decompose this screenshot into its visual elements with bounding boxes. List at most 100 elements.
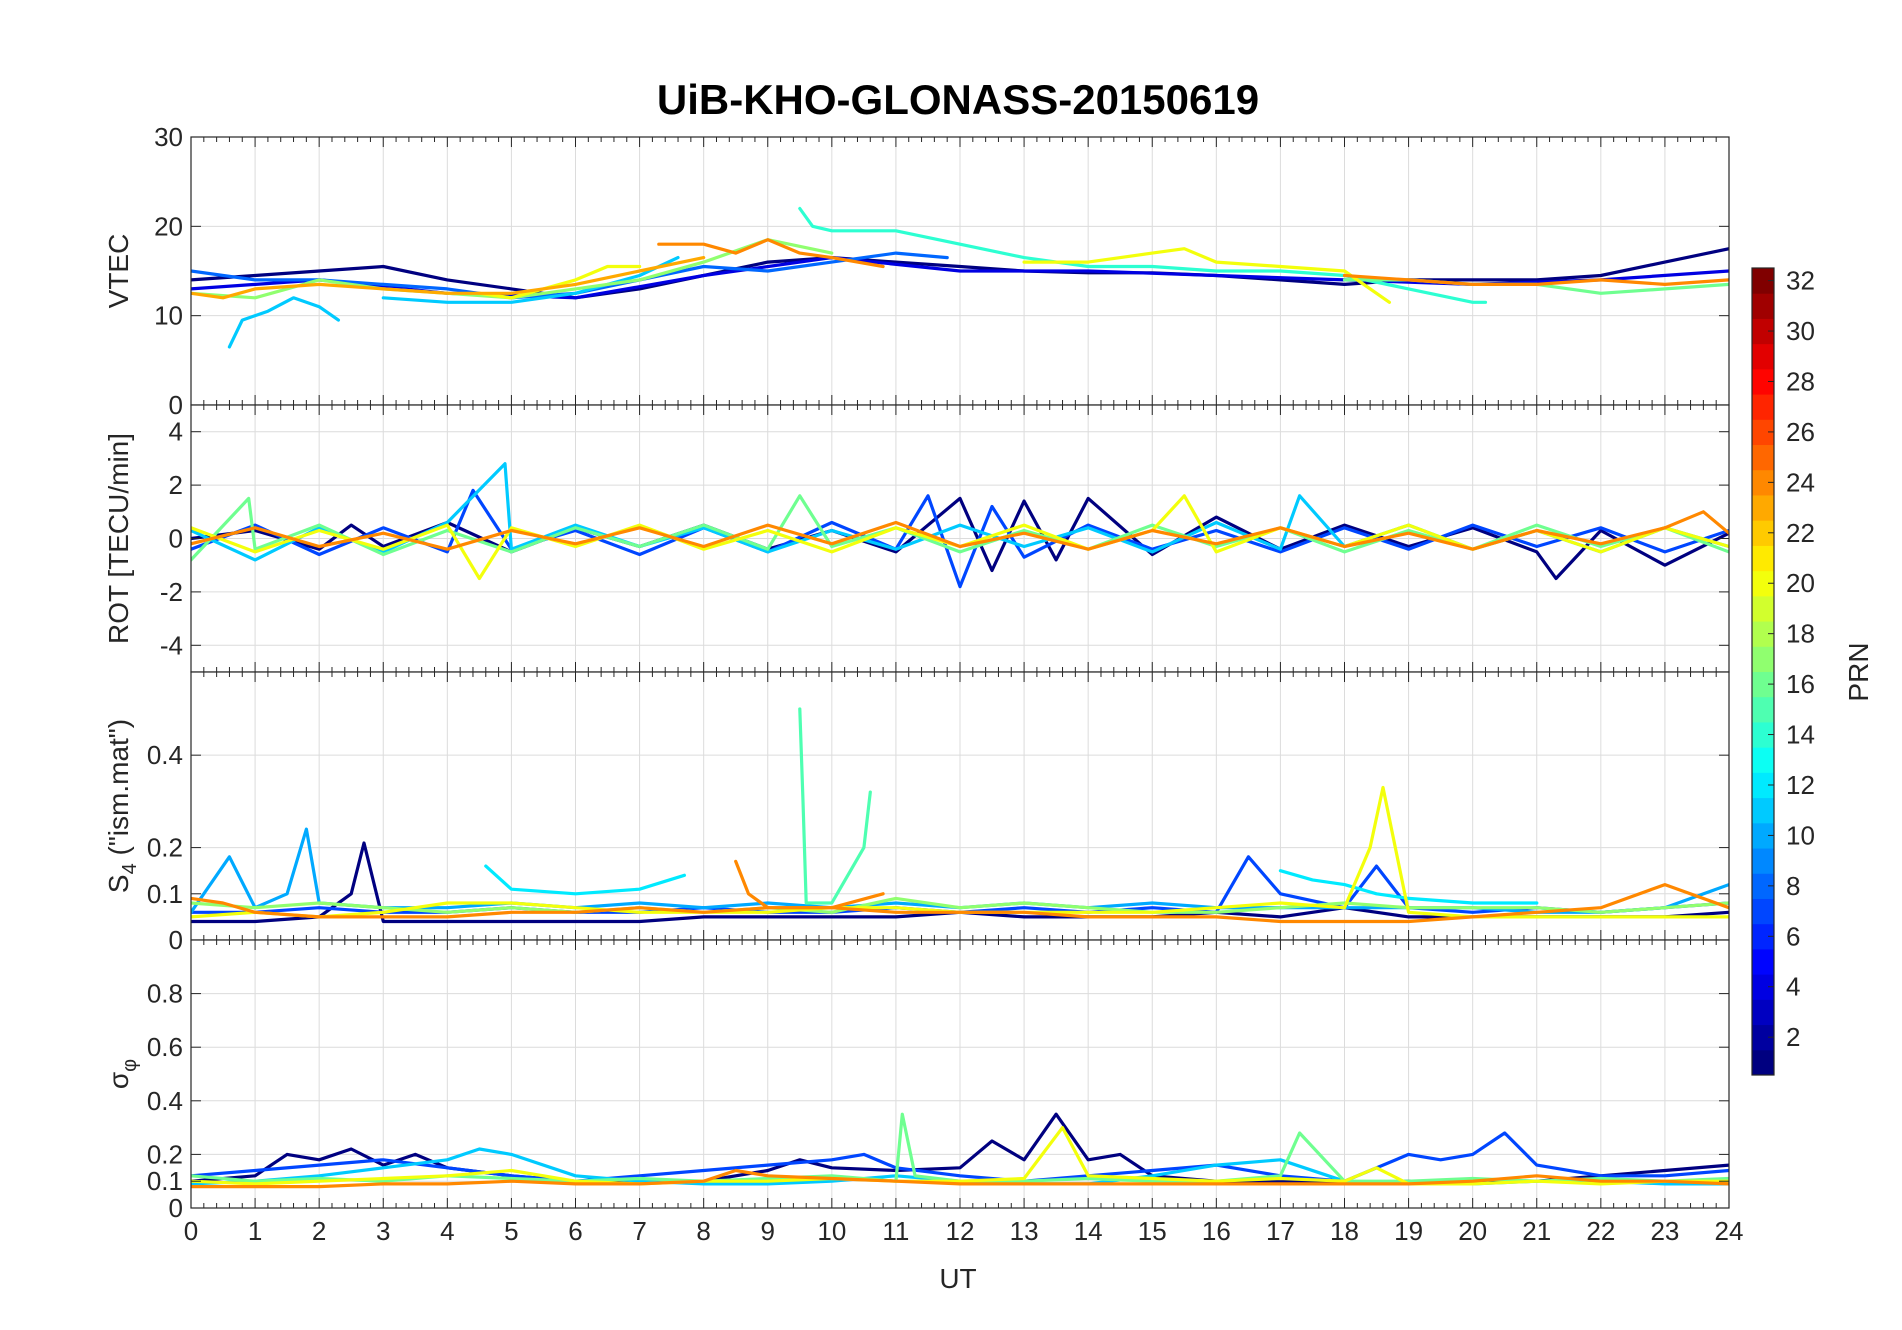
- colorbar-swatch: [1752, 822, 1774, 849]
- series-line-prn-23: [191, 256, 706, 300]
- colorbar-swatch: [1752, 621, 1774, 647]
- x-tick-label: 14: [1074, 1216, 1103, 1246]
- x-tick-label: 13: [1010, 1216, 1039, 1246]
- colorbar-swatch: [1752, 469, 1774, 496]
- series-line-prn-1: [191, 496, 1729, 581]
- series-group: [191, 707, 1729, 924]
- x-tick-label: 8: [696, 1216, 710, 1246]
- x-tick-label: 17: [1266, 1216, 1295, 1246]
- series-line-prn-16: [191, 1112, 1729, 1183]
- colorbar-swatch: [1752, 721, 1774, 748]
- series-line-prn-24: [191, 882, 1729, 924]
- y-tick-label: 0.1: [147, 1166, 183, 1196]
- colorbar-swatch: [1752, 772, 1774, 799]
- colorbar-tick-label: 10: [1786, 820, 1815, 850]
- y-tick-label: 0: [169, 925, 183, 955]
- colorbar-frame: [1751, 267, 1775, 1076]
- x-tick-label: 1: [248, 1216, 262, 1246]
- colorbar-tick-label: 4: [1786, 972, 1800, 1002]
- y-tick-label: -2: [160, 577, 183, 607]
- x-tick-label: 18: [1330, 1216, 1359, 1246]
- y-tick-label: 4: [169, 417, 183, 447]
- series-line-prn-12: [1278, 869, 1539, 905]
- panel-vtec: 0 10 20 30 VTEC: [103, 122, 1730, 420]
- colorbar-swatch: [1752, 1024, 1774, 1051]
- y-tick-label: 0.8: [147, 979, 183, 1009]
- y-tick-label: -4: [160, 630, 183, 660]
- colorbar-tick-label: 16: [1786, 669, 1815, 699]
- colorbar-tick-label: 8: [1786, 871, 1800, 901]
- colorbar-tick-label: 30: [1786, 316, 1815, 346]
- series-line-prn-14: [798, 206, 1488, 304]
- series-group: [191, 1112, 1729, 1189]
- colorbar-swatch: [1752, 974, 1774, 1000]
- y-axis-label-rot: ROT [TECU/min]: [103, 433, 134, 644]
- y-tick-label: 20: [154, 211, 183, 241]
- series-line-prn-11: [381, 256, 680, 304]
- colorbar-tick-label: 20: [1786, 568, 1815, 598]
- colorbar-swatch: [1752, 923, 1774, 950]
- series-line-prn-24: [191, 510, 1729, 551]
- colorbar-swatch: [1752, 419, 1774, 446]
- colorbar-swatch: [1752, 545, 1774, 572]
- y-tick-label: 2: [169, 470, 183, 500]
- x-tick-label: 15: [1138, 1216, 1167, 1246]
- colorbar-swatch: [1752, 948, 1774, 975]
- x-tick-label: 19: [1394, 1216, 1423, 1246]
- x-tick-label: 12: [946, 1216, 975, 1246]
- y-tick-label: 0: [169, 390, 183, 420]
- colorbar-swatch: [1752, 494, 1774, 521]
- colorbar-swatch: [1752, 898, 1774, 925]
- y-tick-label: 0.4: [147, 740, 183, 770]
- series-line-prn-15: [798, 707, 872, 905]
- y-tick-label: 0.2: [147, 1139, 183, 1169]
- x-tick-label: 4: [440, 1216, 454, 1246]
- x-tick-label: 16: [1202, 1216, 1231, 1246]
- y-axis-label-s4: S4 ("ism.mat"): [103, 719, 141, 893]
- colorbar-tick-label: 12: [1786, 770, 1815, 800]
- colorbar-swatch: [1752, 671, 1774, 698]
- colorbar-tick-label: 2: [1786, 1022, 1800, 1052]
- colorbar-swatch: [1752, 394, 1774, 420]
- series-line-prn-20: [477, 264, 642, 300]
- y-tick-label: 0.4: [147, 1086, 183, 1116]
- panel-rot: -4 -2 0 2 4 ROT [TECU/min]: [103, 404, 1730, 673]
- y-tick-label: 0: [169, 524, 183, 554]
- colorbar-tick-label: 6: [1786, 921, 1800, 951]
- x-tick-label: 7: [632, 1216, 646, 1246]
- y-tick-label: 30: [154, 122, 183, 152]
- colorbar-swatch: [1752, 368, 1774, 395]
- colorbar-swatch: [1752, 318, 1774, 345]
- colorbar-tick-label: 28: [1786, 366, 1815, 396]
- x-tick-label: 22: [1586, 1216, 1615, 1246]
- colorbar-swatch: [1752, 747, 1774, 773]
- x-tick-label: 3: [376, 1216, 390, 1246]
- chart-title: UiB-KHO-GLONASS-20150619: [657, 76, 1259, 123]
- colorbar-swatch: [1752, 293, 1774, 319]
- panel-sigma: 00.10.2 0.4 0.6 0.8 σφ: [103, 939, 1730, 1223]
- x-tick-label: 20: [1458, 1216, 1487, 1246]
- x-tick-label: 23: [1650, 1216, 1679, 1246]
- x-tick-label: 24: [1715, 1216, 1744, 1246]
- colorbar-swatch: [1752, 1049, 1774, 1076]
- colorbar-swatch: [1752, 343, 1774, 370]
- colorbar-swatch: [1752, 646, 1774, 672]
- colorbar-swatch: [1752, 873, 1774, 899]
- colorbar-tick-label: 26: [1786, 417, 1815, 447]
- x-tick-label: 10: [817, 1216, 846, 1246]
- panel-s4: 0 0.1 0.2 0.4S4 ("ism.mat"): [103, 671, 1730, 955]
- x-tick-label: 21: [1522, 1216, 1551, 1246]
- series-line-prn-20: [1022, 247, 1392, 304]
- x-tick-label: 2: [312, 1216, 326, 1246]
- colorbar-tick-label: 18: [1786, 619, 1815, 649]
- x-tick-label: 11: [882, 1216, 909, 1246]
- y-axis-label-sigma: σφ: [103, 1059, 141, 1089]
- colorbar-tick-label: 32: [1786, 266, 1815, 296]
- colorbar-swatch: [1752, 848, 1774, 874]
- y-axis-label-vtec: VTEC: [103, 234, 134, 309]
- colorbar-swatch: [1752, 999, 1774, 1026]
- x-tick-label: 9: [761, 1216, 775, 1246]
- series-line-prn-17: [191, 896, 1729, 914]
